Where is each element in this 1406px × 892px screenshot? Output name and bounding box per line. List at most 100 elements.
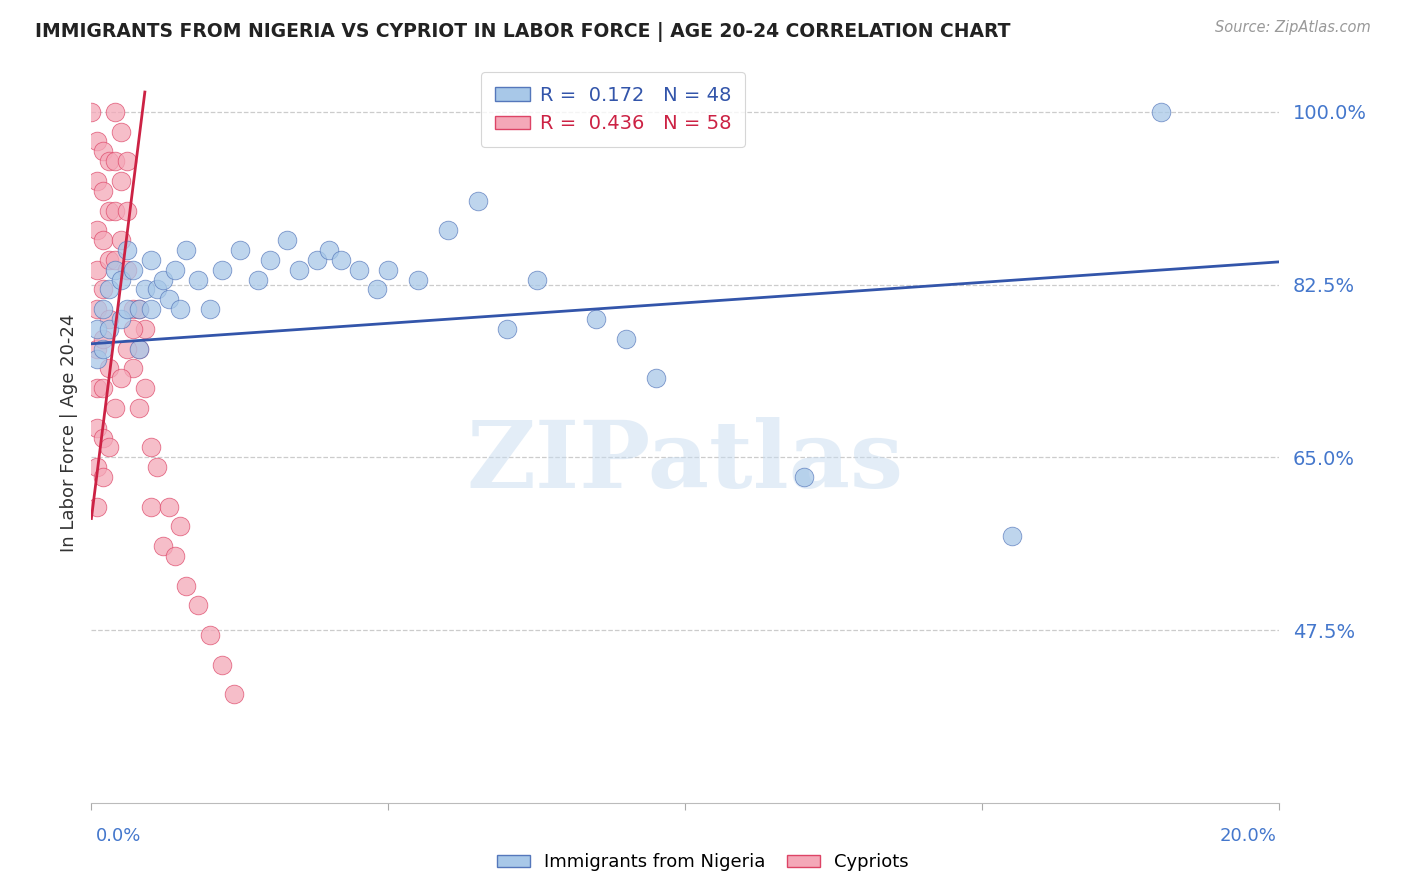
Text: Source: ZipAtlas.com: Source: ZipAtlas.com — [1215, 20, 1371, 35]
Legend: R =  0.172   N = 48, R =  0.436   N = 58: R = 0.172 N = 48, R = 0.436 N = 58 — [481, 72, 745, 147]
Point — [200, 302, 222, 317]
Point — [139, 500, 162, 514]
Point — [152, 539, 174, 553]
Point — [169, 519, 191, 533]
Point — [139, 302, 162, 317]
Point — [139, 252, 162, 267]
Point — [200, 628, 222, 642]
Point — [157, 500, 180, 514]
Text: IMMIGRANTS FROM NIGERIA VS CYPRIOT IN LABOR FORCE | AGE 20-24 CORRELATION CHART: IMMIGRANTS FROM NIGERIA VS CYPRIOT IN LA… — [35, 22, 1011, 42]
Point — [163, 549, 186, 563]
Point — [122, 322, 145, 336]
Point — [91, 302, 114, 317]
Point — [436, 223, 458, 237]
Point — [110, 124, 132, 138]
Point — [128, 401, 150, 415]
Point — [176, 243, 198, 257]
Point — [110, 312, 132, 326]
Point — [128, 342, 150, 356]
Point — [366, 283, 388, 297]
Point — [104, 252, 127, 267]
Point — [157, 293, 180, 307]
Point — [91, 381, 114, 395]
Point — [110, 174, 132, 188]
Point — [288, 262, 311, 277]
Point — [793, 470, 815, 484]
Point — [347, 262, 370, 277]
Point — [1001, 529, 1024, 543]
Point — [467, 194, 489, 208]
Point — [86, 302, 108, 317]
Point — [86, 223, 108, 237]
Point — [644, 371, 666, 385]
Point — [86, 420, 108, 434]
Point — [86, 500, 108, 514]
Point — [163, 262, 186, 277]
Point — [134, 283, 156, 297]
Point — [115, 243, 138, 257]
Point — [145, 460, 167, 475]
Point — [104, 401, 127, 415]
Point — [104, 203, 127, 218]
Point — [115, 302, 138, 317]
Point — [115, 203, 138, 218]
Point — [98, 252, 121, 267]
Point — [187, 272, 209, 286]
Point — [169, 302, 191, 317]
Point — [91, 283, 114, 297]
Point — [91, 342, 114, 356]
Point — [329, 252, 352, 267]
Point — [115, 262, 138, 277]
Point — [406, 272, 429, 286]
Point — [128, 342, 150, 356]
Point — [110, 371, 132, 385]
Point — [86, 460, 108, 475]
Point — [115, 342, 138, 356]
Point — [152, 272, 174, 286]
Point — [86, 322, 108, 336]
Point — [91, 332, 114, 346]
Text: ZIPatlas: ZIPatlas — [467, 417, 904, 508]
Point — [211, 657, 233, 672]
Point — [98, 322, 121, 336]
Point — [110, 272, 132, 286]
Point — [86, 174, 108, 188]
Point — [1149, 104, 1171, 119]
Point — [145, 283, 167, 297]
Point — [128, 302, 150, 317]
Point — [80, 104, 103, 119]
Point — [91, 145, 114, 159]
Point — [98, 312, 121, 326]
Point — [211, 262, 233, 277]
Point — [229, 243, 252, 257]
Point — [276, 233, 298, 247]
Point — [377, 262, 399, 277]
Point — [91, 233, 114, 247]
Point — [307, 252, 329, 267]
Point — [222, 687, 245, 701]
Point — [496, 322, 519, 336]
Point — [91, 184, 114, 198]
Point — [86, 135, 108, 149]
Point — [86, 381, 108, 395]
Point — [128, 302, 150, 317]
Point — [104, 262, 127, 277]
Point — [86, 262, 108, 277]
Point — [91, 470, 114, 484]
Point — [98, 441, 121, 455]
Point — [110, 233, 132, 247]
Point — [104, 104, 127, 119]
Text: 20.0%: 20.0% — [1220, 827, 1277, 845]
Legend: Immigrants from Nigeria, Cypriots: Immigrants from Nigeria, Cypriots — [491, 847, 915, 879]
Point — [86, 351, 108, 366]
Point — [86, 342, 108, 356]
Point — [585, 312, 607, 326]
Point — [91, 431, 114, 445]
Point — [104, 154, 127, 169]
Text: 0.0%: 0.0% — [96, 827, 141, 845]
Point — [98, 361, 121, 376]
Point — [134, 322, 156, 336]
Point — [318, 243, 340, 257]
Point — [187, 599, 209, 613]
Point — [614, 332, 637, 346]
